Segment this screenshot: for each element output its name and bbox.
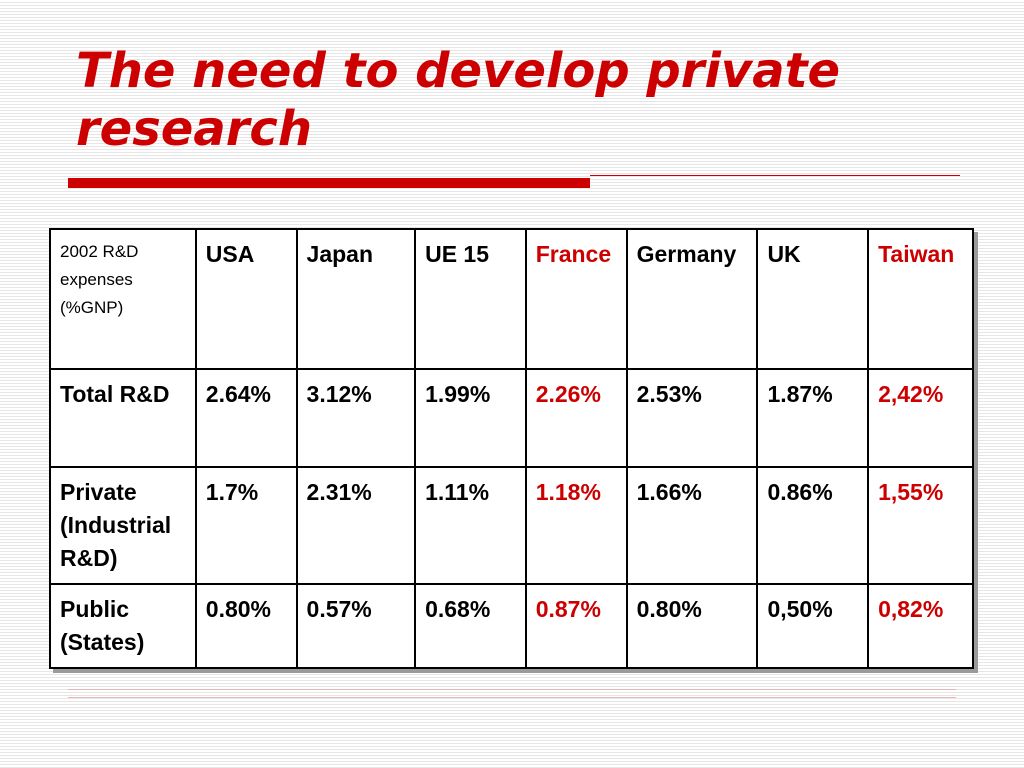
row-label-public: Public (States) [49,583,197,669]
title-underline-thin [590,175,960,176]
footer-rule-bottom [68,697,956,698]
column-header-uk: UK [756,228,870,370]
table-cell: 1.87% [756,368,870,468]
row-label-private: Private (Industrial R&D) [49,466,197,585]
table-cell: 0,82% [867,583,974,669]
table-cell: 1,55% [867,466,974,585]
table-cell: 2.31% [295,466,417,585]
table-row: Private (Industrial R&D) 1.7% 2.31% 1.11… [49,466,974,585]
table-cell: 1.66% [625,466,759,585]
table-cell: 2.26% [524,368,628,468]
column-header-germany: Germany [625,228,759,370]
table-cell: 0.86% [756,466,870,585]
title-underline-thick [68,178,590,188]
table-cell: 1.7% [194,466,298,585]
column-header-france: France [524,228,628,370]
table-cell: 1.18% [524,466,628,585]
table-cell: 3.12% [295,368,417,468]
column-header-taiwan: Taiwan [867,228,974,370]
rd-expenses-table: 2002 R&D expenses (%GNP) USA Japan UE 15… [49,228,974,669]
column-header-japan: Japan [295,228,417,370]
table-header-row: 2002 R&D expenses (%GNP) USA Japan UE 15… [49,228,974,370]
table-corner-label: 2002 R&D expenses (%GNP) [49,228,197,370]
column-header-usa: USA [194,228,298,370]
table-cell: 1.99% [414,368,527,468]
table-cell: 2.53% [625,368,759,468]
table-cell: 1.11% [414,466,527,585]
table-cell: 2,42% [867,368,974,468]
column-header-ue15: UE 15 [414,228,527,370]
table-cell: 0,50% [756,583,870,669]
table-cell: 0.87% [524,583,628,669]
table-row: Total R&D 2.64% 3.12% 1.99% 2.26% 2.53% … [49,368,974,468]
table-cell: 0.80% [625,583,759,669]
table-row: Public (States) 0.80% 0.57% 0.68% 0.87% … [49,583,974,669]
slide-title: The need to develop private research [76,43,841,157]
row-label-total: Total R&D [49,368,197,468]
footer-rule-top [68,689,956,690]
table-cell: 0.80% [194,583,298,669]
table-cell: 0.57% [295,583,417,669]
table-cell: 2.64% [194,368,298,468]
table-cell: 0.68% [414,583,527,669]
